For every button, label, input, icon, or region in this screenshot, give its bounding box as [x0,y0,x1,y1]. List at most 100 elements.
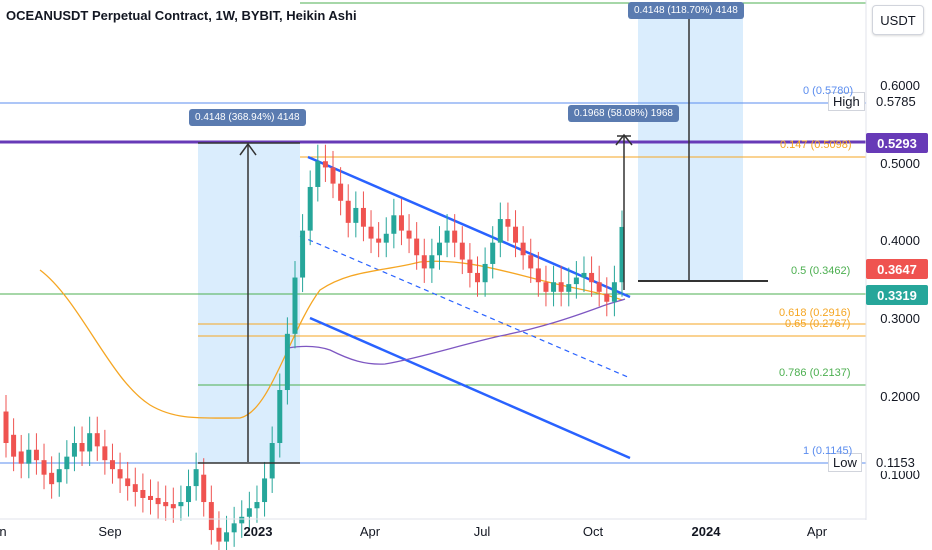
candle-body [109,460,115,470]
candle-body [33,449,39,461]
fib-label-065: 0.65 (0.2767) [785,318,851,330]
candle-body [87,433,93,452]
candle-body [125,478,131,487]
candle-body [277,390,283,444]
high-label: High [828,92,865,111]
time-tick: Jul [473,524,491,539]
candle-body [102,446,108,461]
candle-body [193,469,199,487]
candle-body [307,186,313,231]
candle-body [292,277,298,334]
candle-body [444,230,450,243]
candle-body [284,333,290,391]
candle-body [566,284,572,292]
candle-body [452,230,458,243]
price-tick: 0.5000 [880,156,920,171]
candle-body [482,263,488,283]
candle-body [224,532,230,542]
candle-body [528,255,534,269]
candle-body [201,474,207,503]
candle-body [596,282,602,292]
channel-mid-line [299,235,631,379]
candle-body [330,167,336,184]
time-tick: Oct [582,524,604,539]
candle-body [94,433,100,447]
chart-title: OCEANUSDT Perpetual Contract, 1W, BYBIT,… [6,8,357,23]
time-tick: Apr [806,524,828,539]
candle-body [132,484,138,492]
candle-body [589,272,595,283]
candle-body [41,460,47,475]
candle-body [269,443,275,479]
candle-body [535,268,541,283]
candle-body [497,219,503,243]
channel-lower-line [309,316,631,460]
currency-button[interactable]: USDT [872,5,924,35]
candle-body [475,272,481,283]
candle-body [64,456,70,470]
candle-body [117,469,123,479]
candle-body [345,200,351,223]
candle-body [376,238,382,243]
price-tick: 0.6000 [880,78,920,93]
resistance-price-tag: 0.5293 [866,133,928,153]
candle-body [398,215,404,231]
candle-body [619,226,625,283]
candle-body [186,486,192,503]
low-value: 0.1153 [874,454,917,471]
measure-region-right [638,8,743,282]
measure-arrowhead-left [239,142,257,156]
candle-body [56,469,62,483]
candle-body [231,523,237,533]
time-tick: 2023 [243,524,273,539]
candle-body [155,497,161,505]
candle-body [262,478,268,503]
time-tick: n [0,524,7,539]
fib-label-0786: 0.786 (0.2137) [779,367,851,379]
price-tick: 0.3000 [880,311,920,326]
candle-body [513,226,519,243]
fib-label-0618: 0.618 (0.2916) [779,307,851,319]
low-label: Low [828,453,862,472]
candle-body [406,230,412,239]
time-tick: 2024 [691,524,721,539]
candle-body [147,495,153,500]
price-tick: 0.2000 [880,389,920,404]
candle-body [520,242,526,256]
candle-body [322,161,328,168]
candle-body [208,502,214,531]
candle-body [391,215,397,234]
candle-body [558,282,564,292]
candle-body [49,472,55,485]
candle-body [140,489,146,498]
candle-body [300,230,306,278]
candle-body [383,233,389,243]
candle-body [573,277,579,285]
fib-label-0: 0 (0.5780) [803,85,854,97]
high-value: 0.5785 [874,93,918,110]
candle-body [170,504,176,509]
candle-body [360,207,366,227]
candle-body [18,451,24,464]
candle-body [71,443,77,457]
time-tick: Sep [98,524,122,539]
candle-body [368,226,374,239]
candle-body [604,293,610,302]
candle-body [254,502,260,509]
candle-body [163,502,169,507]
candle-body [338,183,344,201]
candle-body [551,282,557,292]
candle-body [429,255,435,269]
candle-body [353,207,359,223]
orange-moving-average [39,260,623,419]
candle-body [26,449,32,464]
ma-price-tag: 0.3319 [866,285,928,305]
candle-body [11,434,17,457]
candle-body [239,516,245,524]
current-price-tag: 0.3647 [866,259,928,279]
candle-body [3,411,9,444]
candle-body [315,161,321,187]
time-tick: Apr [359,524,381,539]
measure-box-mid: 0.1968 (58.08%) 1968 [568,105,679,122]
